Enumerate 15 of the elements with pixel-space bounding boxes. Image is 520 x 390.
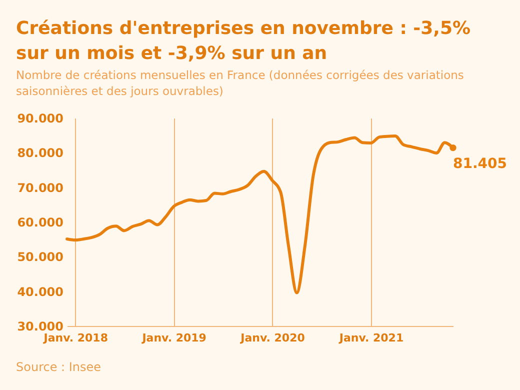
x-tick-label: Janv. 2021 — [338, 332, 404, 344]
chart-title: Créations d'entreprises en novembre : -3,5% sur un mois et -3,9% sur un an — [16, 17, 472, 66]
y-tick-label: 60.000 — [17, 216, 64, 230]
y-tick-label: 50.000 — [17, 250, 64, 264]
y-tick-label: 30.000 — [17, 320, 64, 334]
y-tick-label: 70.000 — [17, 180, 64, 195]
chart-subtitle: Nombre de créations mensuelles en France (données corrigées des variations saisonnières et des jours ouvrables) — [16, 67, 465, 99]
source-note: Source : Insee — [16, 360, 102, 374]
x-tick-label: Janv. 2019 — [141, 332, 206, 344]
y-tick-label: 40.000 — [17, 284, 64, 299]
x-tick-label: Janv. 2018 — [42, 332, 108, 344]
x-tick-label: Janv. 2020 — [240, 332, 306, 344]
annotation: 81.405 — [453, 156, 508, 172]
y-tick-label: 80.000 — [17, 146, 64, 160]
y-tick-label: 90.000 — [17, 112, 64, 126]
